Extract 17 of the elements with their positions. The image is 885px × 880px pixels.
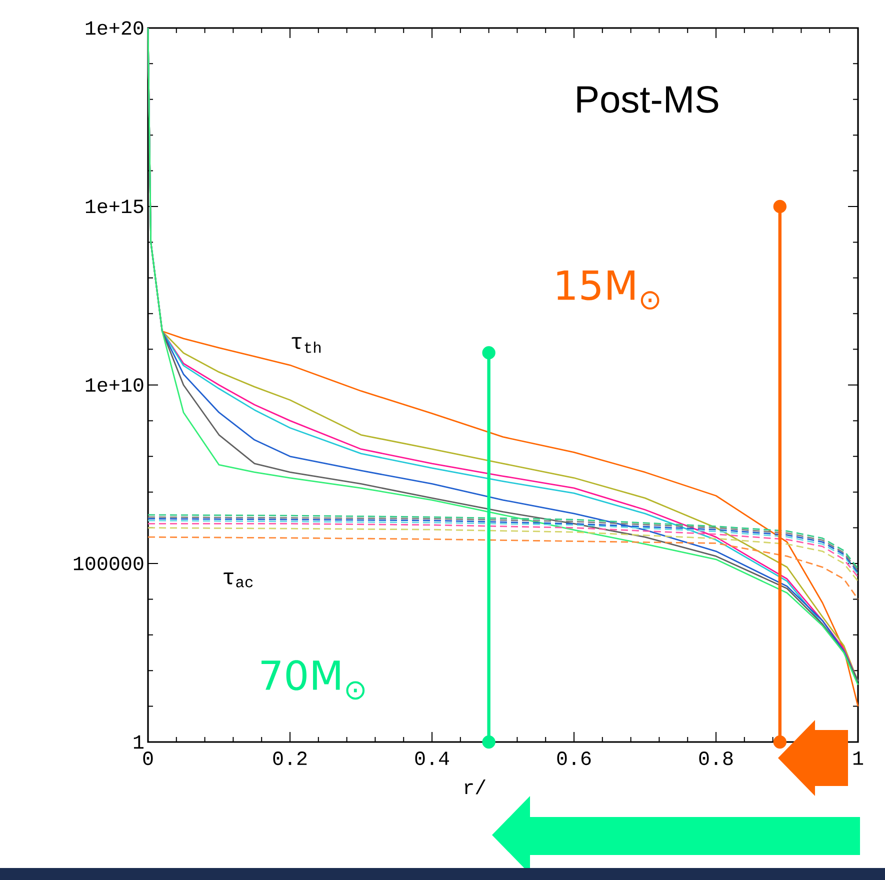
- x-tick-label: 0.4: [415, 752, 449, 766]
- annotation: τ$_{ac}$: [224, 572, 253, 588]
- annotation: Post-MS: [577, 86, 718, 113]
- x-axis-title: r/: [464, 780, 486, 794]
- x-tick-label: 0.2: [273, 752, 307, 766]
- y-tick-label: 1e+15: [86, 200, 144, 214]
- x-tick-label: 0: [143, 752, 153, 766]
- y-tick-label: 1e+20: [86, 21, 144, 35]
- y-tick-label: 1e+10: [86, 378, 144, 392]
- x-tick-label: 0.8: [699, 752, 733, 766]
- y-tick-label: 1: [134, 735, 144, 749]
- x-tick-label: 1: [853, 752, 864, 765]
- annotation: 15M$_{⊙}$: [557, 270, 660, 310]
- x-tick-label: 0.6: [557, 752, 591, 766]
- annotation: 70M$_{⊙}$: [262, 660, 365, 700]
- y-tick-label: 100000: [74, 556, 144, 570]
- annotation: τ$_{th}$: [292, 337, 321, 353]
